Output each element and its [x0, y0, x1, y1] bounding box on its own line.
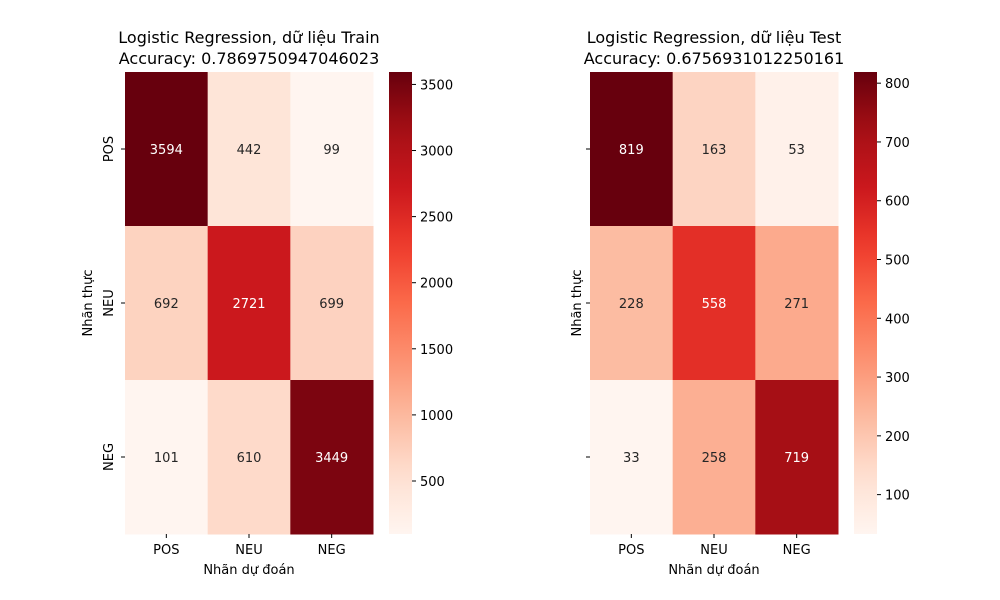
heatmap-cell	[290, 380, 374, 535]
cell-value-label: 53	[788, 143, 805, 158]
heatmap-cell	[290, 226, 374, 381]
colorbar-tick-label: 300	[885, 371, 910, 386]
heatmap-cell	[672, 380, 756, 535]
colorbar-gradient	[854, 72, 877, 534]
heatmap-cell	[755, 380, 839, 535]
chart-subtitle: Accuracy: 0.6756931012250161	[584, 49, 845, 68]
x-axis-label: Nhãn dự đoán	[668, 563, 759, 578]
colorbar-tick-label: 600	[885, 195, 910, 210]
cell-value-label: 442	[237, 143, 262, 158]
cell-value-label: 163	[702, 143, 727, 158]
colorbar-gradient	[389, 72, 412, 534]
heatmap-cell	[125, 226, 209, 381]
colorbar-tick-label: 500	[420, 475, 445, 490]
x-tick-label: NEG	[783, 543, 811, 558]
colorbar-tick-label: 200	[885, 430, 910, 445]
heatmap-cell	[207, 380, 291, 535]
heatmap-cell	[755, 226, 839, 381]
heatmap-cell	[755, 72, 839, 227]
colorbar-tick-label: 1000	[420, 409, 453, 424]
x-tick-label: POS	[153, 543, 179, 558]
x-tick-label: NEU	[235, 543, 262, 558]
heatmap-cell	[290, 72, 374, 227]
heatmap-cell	[125, 72, 209, 227]
y-tick-labels: POS NEU NEG	[102, 136, 125, 471]
colorbar: 100 200 300 400 500 600 700 800	[854, 72, 910, 534]
cell-value-label: 3594	[150, 143, 183, 158]
cell-value-label: 101	[154, 451, 179, 466]
colorbar-tick-label: 3000	[420, 145, 453, 160]
heatmap-cell-labels: 819 163 53 228 558 271 33 258 719	[619, 143, 809, 466]
cell-value-label: 2721	[232, 297, 265, 312]
colorbar-tick-label: 500	[885, 254, 910, 269]
x-axis-label: Nhãn dự đoán	[203, 563, 294, 578]
colorbar: 500 1000 1500 2000 2500 3000 3500	[389, 72, 453, 534]
heatmap-cell	[207, 226, 291, 381]
heatmap-cells	[590, 72, 839, 535]
cell-value-label: 3449	[315, 451, 348, 466]
heatmap-cell	[672, 226, 756, 381]
heatmap-cell	[590, 380, 674, 535]
colorbar-tick-label: 1500	[420, 343, 453, 358]
colorbar-tick-label: 100	[885, 489, 910, 504]
cell-value-label: 610	[237, 451, 262, 466]
colorbar-tick-label: 2500	[420, 211, 453, 226]
chart-title: Logistic Regression, dữ liệu Train	[118, 28, 379, 47]
cell-value-label: 271	[784, 297, 809, 312]
y-axis-label: Nhãn thực	[81, 269, 96, 336]
cell-value-label: 228	[619, 297, 644, 312]
chart-subtitle: Accuracy: 0.7869750947046023	[119, 49, 380, 68]
train-confusion-matrix: Logistic Regression, dữ liệu Train Accur…	[81, 28, 453, 578]
cell-value-label: 99	[323, 143, 340, 158]
heatmap-cell	[672, 72, 756, 227]
colorbar-tick-label: 400	[885, 312, 910, 327]
y-tick-label: NEU	[102, 289, 117, 316]
x-tick-label: NEU	[700, 543, 727, 558]
x-tick-label: POS	[618, 543, 644, 558]
cell-value-label: 258	[702, 451, 727, 466]
x-tick-labels: POS NEU NEG	[153, 534, 346, 558]
colorbar-tick-label: 3500	[420, 78, 453, 93]
heatmap-cell	[590, 226, 674, 381]
cell-value-label: 719	[784, 451, 809, 466]
cell-value-label: 33	[623, 451, 640, 466]
y-tick-label: NEG	[102, 443, 117, 471]
heatmap-cell-labels: 3594 442 99 692 2721 699 101 610 3449	[150, 143, 348, 466]
heatmap-cell	[207, 72, 291, 227]
cell-value-label: 692	[154, 297, 179, 312]
cell-value-label: 819	[619, 143, 644, 158]
y-axis-label: Nhãn thực	[570, 269, 585, 336]
x-tick-labels: POS NEU NEG	[618, 534, 811, 558]
x-tick-label: NEG	[318, 543, 346, 558]
colorbar-tick-label: 800	[885, 77, 910, 92]
heatmap-cells	[125, 72, 374, 535]
colorbar-tick-label: 700	[885, 136, 910, 151]
y-tick-label: POS	[102, 136, 117, 162]
colorbar-tick-label: 2000	[420, 277, 453, 292]
cell-value-label: 699	[319, 297, 344, 312]
chart-title: Logistic Regression, dữ liệu Test	[587, 28, 842, 47]
heatmap-cell	[590, 72, 674, 227]
cell-value-label: 558	[702, 297, 727, 312]
test-confusion-matrix: Logistic Regression, dữ liệu Test Accura…	[570, 28, 910, 578]
y-tick-labels	[586, 148, 590, 458]
heatmap-cell	[125, 380, 209, 535]
